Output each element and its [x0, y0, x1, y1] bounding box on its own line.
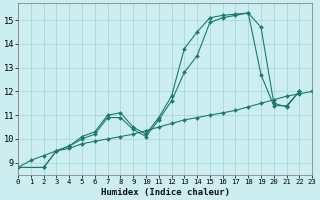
X-axis label: Humidex (Indice chaleur): Humidex (Indice chaleur)	[101, 188, 230, 197]
